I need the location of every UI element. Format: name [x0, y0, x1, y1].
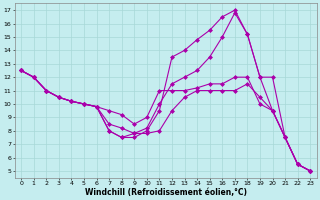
- X-axis label: Windchill (Refroidissement éolien,°C): Windchill (Refroidissement éolien,°C): [85, 188, 247, 197]
